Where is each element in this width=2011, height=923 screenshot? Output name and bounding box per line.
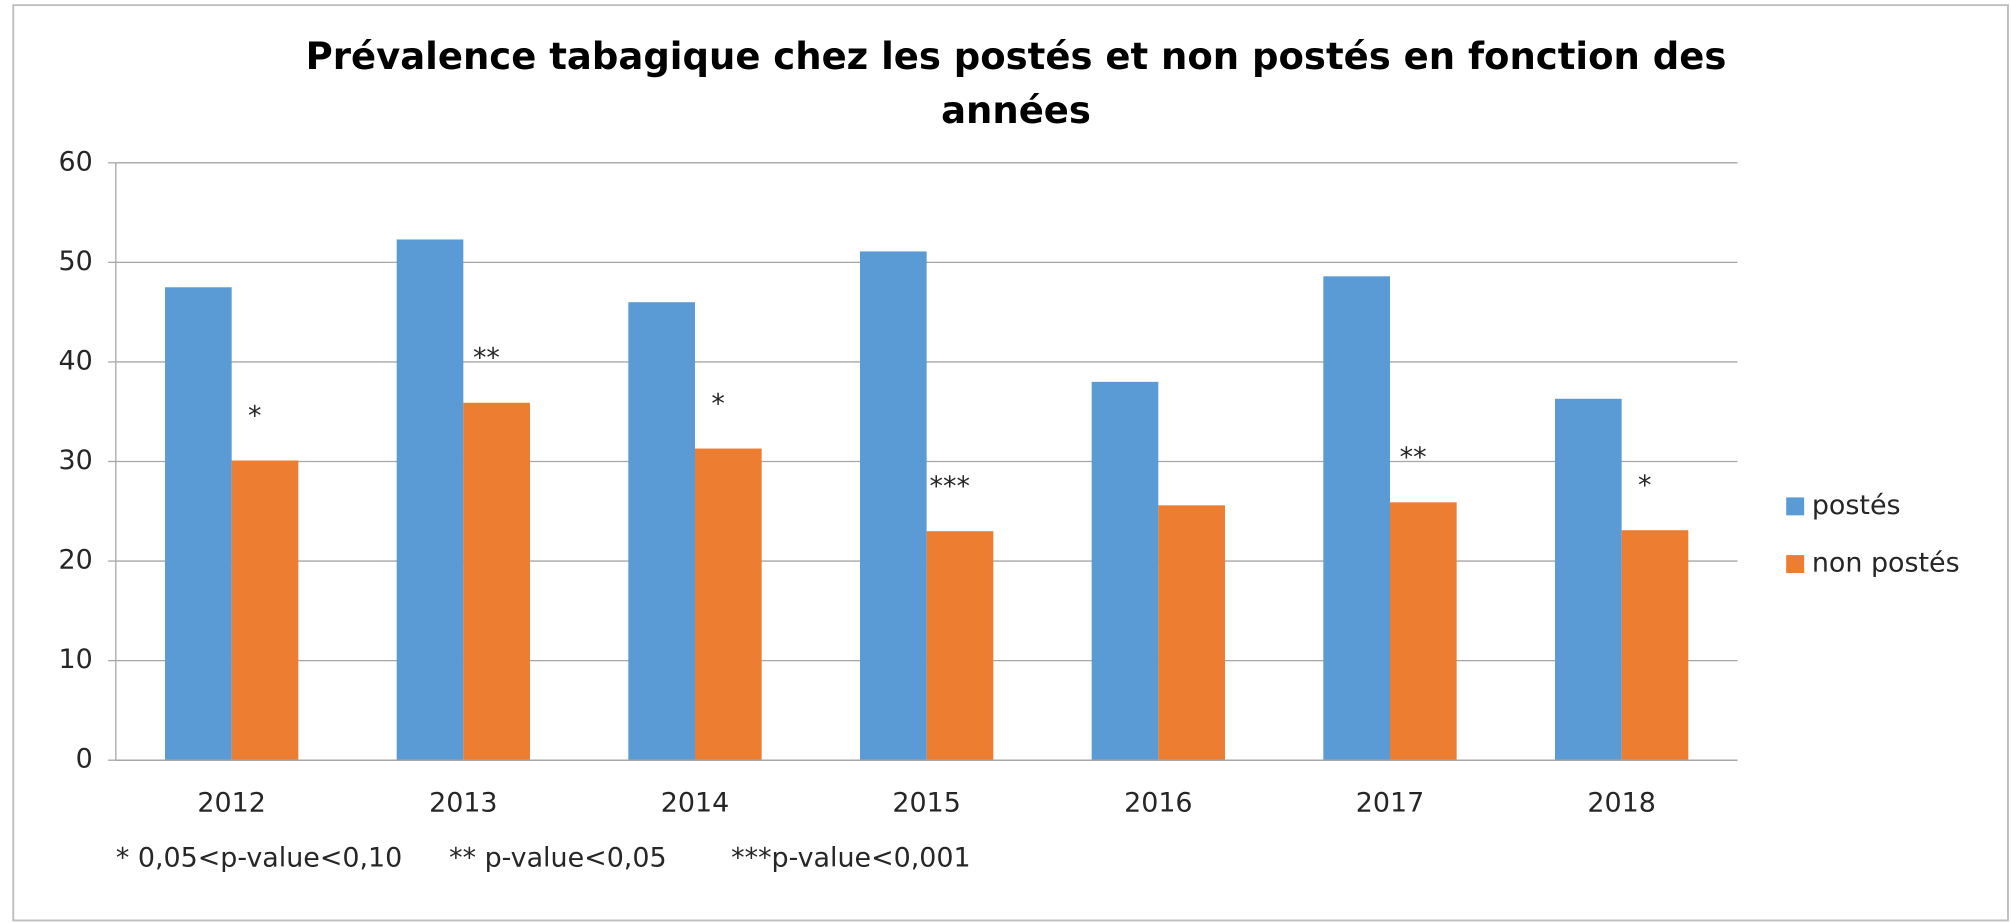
bar (1323, 276, 1390, 761)
bar (165, 287, 232, 761)
y-tick-label: 30 (59, 445, 93, 476)
footnote: ** p-value<0,05 (449, 842, 666, 873)
footnote: ***p-value<0,001 (731, 842, 971, 873)
y-tick-label: 10 (59, 644, 93, 675)
bar (694, 448, 762, 761)
bar (926, 531, 994, 761)
legend-swatch (1786, 497, 1805, 516)
chart-title: Prévalence tabagique chez les postés et … (305, 35, 1727, 132)
legend-label: postés (1812, 490, 1901, 521)
x-tick-label: 2014 (661, 787, 729, 818)
bar (231, 460, 299, 761)
bar (463, 402, 530, 761)
x-tick-label: 2016 (1124, 787, 1192, 818)
x-tick-label: 2018 (1587, 787, 1655, 818)
bar (1091, 381, 1159, 761)
y-tick-label: 60 (59, 146, 93, 177)
annotation: ** (1400, 442, 1427, 473)
bar (1554, 398, 1622, 761)
bar (628, 302, 695, 761)
annotation: * (1638, 470, 1651, 501)
y-tick-label: 50 (59, 246, 93, 277)
chart-frame (12, 4, 2009, 922)
bar (859, 251, 927, 761)
footnote: * 0,05<p-value<0,10 (116, 842, 402, 873)
annotation: *** (930, 471, 970, 502)
legend-label: non postés (1812, 548, 1960, 579)
x-tick-label: 2017 (1356, 787, 1424, 818)
legend-swatch (1786, 555, 1805, 574)
bar (1389, 502, 1457, 761)
y-tick-label: 0 (76, 744, 93, 775)
x-tick-label: 2012 (197, 787, 265, 818)
y-tick-label: 20 (59, 545, 93, 576)
x-tick-label: 2013 (429, 787, 497, 818)
bar (396, 239, 464, 761)
bar (1158, 505, 1225, 761)
annotation: * (248, 400, 261, 431)
annotation: * (711, 388, 724, 419)
x-tick-label: 2015 (892, 787, 960, 818)
bar (1621, 530, 1689, 761)
y-tick-label: 40 (59, 345, 93, 376)
annotation: ** (473, 343, 500, 374)
